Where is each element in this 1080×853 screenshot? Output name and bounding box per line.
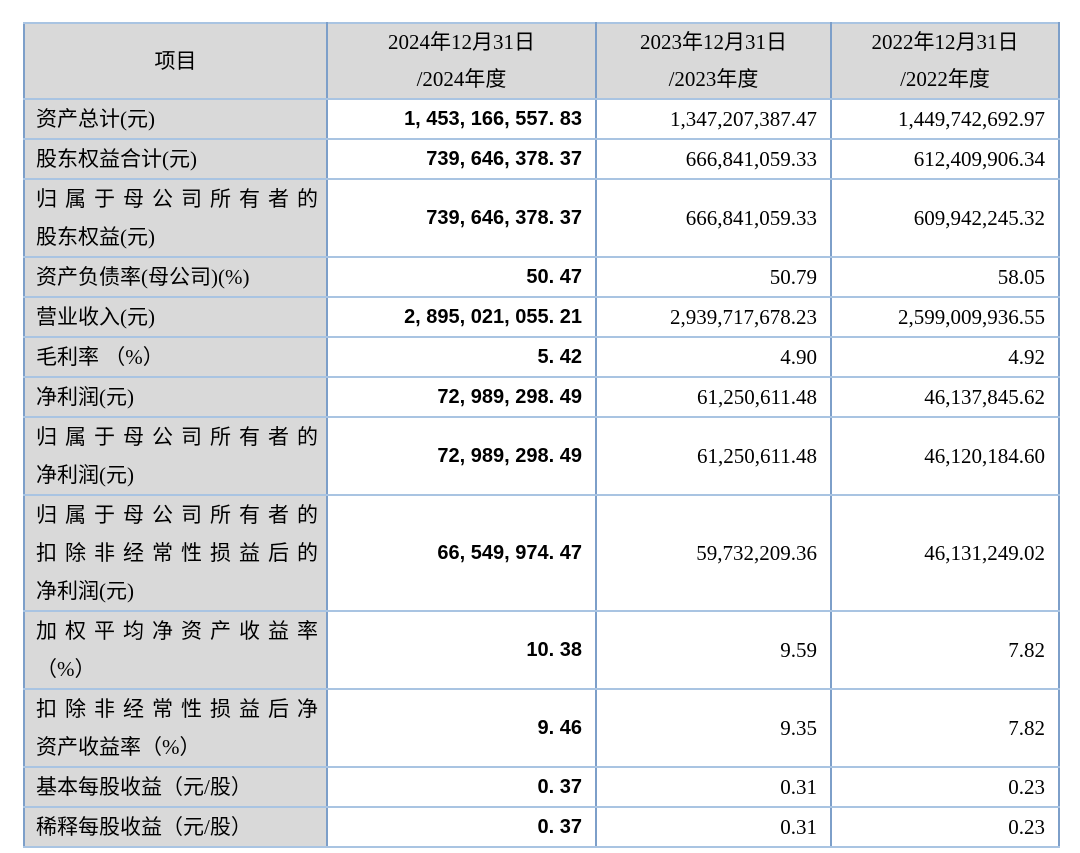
value-2024-cell: 739, 646, 378. 37	[326, 178, 597, 258]
row-label-cell: 基本每股收益（元/股）	[23, 766, 328, 808]
row-label-line: 营业收入(元)	[36, 305, 155, 329]
table-row: 营业收入(元) 2, 895, 021, 055. 21 2,939,717,678…	[23, 296, 1060, 338]
value-2022-cell: 0.23	[830, 806, 1060, 848]
row-label-line: 净利润(元)	[36, 385, 134, 409]
table-row: 归属于母公司所有者的 净利润(元) 72, 989, 298. 49 61,250,6…	[23, 416, 1060, 496]
column-header-item-label: 项目	[154, 48, 197, 73]
table-row: 加权平均净资产收益率 （%） 10. 38 9.59 7.82	[23, 610, 1060, 690]
table-row: 资产负债率(母公司)(%) 50. 47 50.79 58.05	[23, 256, 1060, 298]
row-label-cell: 稀释每股收益（元/股）	[23, 806, 328, 848]
row-label-line: 资产收益率（%）	[36, 735, 201, 759]
column-header-line: /2023年度	[668, 67, 759, 91]
value-2022-cell: 0.23	[830, 766, 1060, 808]
value-2023-cell: 50.79	[595, 256, 832, 298]
table-row: 扣除非经常性损益后净 资产收益率（%） 9. 46 9.35 7.82	[23, 688, 1060, 768]
row-label-cell: 股东权益合计(元)	[23, 138, 328, 180]
value-2022-cell: 4.92	[830, 336, 1060, 378]
row-label-cell: 归属于母公司所有者的 净利润(元)	[23, 416, 328, 496]
column-header-2024: 2024年12月31日/2024年度	[326, 22, 597, 100]
value-2022-cell: 58.05	[830, 256, 1060, 298]
value-2024-cell: 2, 895, 021, 055. 21	[326, 296, 597, 338]
table-row: 稀释每股收益（元/股） 0. 37 0.31 0.23	[23, 806, 1060, 848]
row-label-line: 归属于母公司所有者的	[36, 503, 318, 527]
value-2023-cell: 4.90	[595, 336, 832, 378]
row-label-cell: 毛利率 （%）	[23, 336, 328, 378]
row-label-line: 股东权益(元)	[36, 225, 155, 249]
value-2022-cell: 612,409,906.34	[830, 138, 1060, 180]
value-2023-cell: 0.31	[595, 766, 832, 808]
row-label-cell: 扣除非经常性损益后净 资产收益率（%）	[23, 688, 328, 768]
value-2024-cell: 66, 549, 974. 47	[326, 494, 597, 612]
value-2024-cell: 72, 989, 298. 49	[326, 416, 597, 496]
row-label-line: 归属于母公司所有者的	[36, 425, 318, 449]
value-2022-cell: 609,942,245.32	[830, 178, 1060, 258]
value-2023-cell: 9.59	[595, 610, 832, 690]
table-row: 净利润(元) 72, 989, 298. 49 61,250,611.48 46,13…	[23, 376, 1060, 418]
column-header-line: /2022年度	[900, 67, 990, 91]
row-label-cell: 归属于母公司所有者的 股东权益(元)	[23, 178, 328, 258]
table-row: 毛利率 （%） 5. 42 4.90 4.92	[23, 336, 1060, 378]
value-2024-cell: 0. 37	[326, 806, 597, 848]
row-label-line: 扣除非经常性损益后净	[36, 697, 318, 721]
value-2024-cell: 9. 46	[326, 688, 597, 768]
row-label-line: 稀释每股收益（元/股）	[36, 815, 252, 839]
column-header-item: 项目	[23, 22, 328, 100]
column-header-line: 2024年12月31日	[388, 30, 535, 54]
column-header-2023: 2023年12月31日/2023年度	[595, 22, 832, 100]
value-2023-cell: 1,347,207,387.47	[595, 98, 832, 140]
value-2022-cell: 46,131,249.02	[830, 494, 1060, 612]
value-2023-cell: 666,841,059.33	[595, 178, 832, 258]
row-label-line: （%）	[36, 657, 96, 681]
row-label-line: 资产负债率(母公司)(%)	[36, 265, 250, 289]
row-label-line: 基本每股收益（元/股）	[36, 775, 252, 799]
row-label-cell: 资产负债率(母公司)(%)	[23, 256, 328, 298]
financial-summary-table: 项目 2024年12月31日/2024年度 2023年12月31日/2023年度…	[23, 22, 1060, 848]
column-header-line: 2023年12月31日	[640, 30, 787, 54]
row-label-cell: 资产总计(元)	[23, 98, 328, 140]
value-2024-cell: 5. 42	[326, 336, 597, 378]
column-header-line: /2024年度	[416, 67, 507, 91]
row-label-cell: 净利润(元)	[23, 376, 328, 418]
row-label-line: 股东权益合计(元)	[36, 147, 197, 171]
value-2024-cell: 72, 989, 298. 49	[326, 376, 597, 418]
value-2023-cell: 2,939,717,678.23	[595, 296, 832, 338]
row-label-line: 净利润(元)	[36, 463, 134, 487]
value-2023-cell: 59,732,209.36	[595, 494, 832, 612]
value-2023-cell: 0.31	[595, 806, 832, 848]
row-label-cell: 加权平均净资产收益率 （%）	[23, 610, 328, 690]
value-2024-cell: 50. 47	[326, 256, 597, 298]
value-2022-cell: 46,120,184.60	[830, 416, 1060, 496]
table-row: 归属于母公司所有者的 股东权益(元) 739, 646, 378. 37 666,84…	[23, 178, 1060, 258]
value-2022-cell: 7.82	[830, 688, 1060, 768]
table-row: 资产总计(元) 1, 453, 166, 557. 83 1,347,207,387…	[23, 98, 1060, 140]
header-row: 项目 2024年12月31日/2024年度 2023年12月31日/2023年度…	[23, 22, 1060, 100]
column-header-2022: 2022年12月31日/2022年度	[830, 22, 1060, 100]
table-row: 股东权益合计(元) 739, 646, 378. 37 666,841,059.33…	[23, 138, 1060, 180]
row-label-line: 扣除非经常性损益后的	[36, 541, 318, 565]
value-2022-cell: 1,449,742,692.97	[830, 98, 1060, 140]
row-label-cell: 营业收入(元)	[23, 296, 328, 338]
value-2024-cell: 10. 38	[326, 610, 597, 690]
value-2023-cell: 61,250,611.48	[595, 416, 832, 496]
value-2022-cell: 7.82	[830, 610, 1060, 690]
value-2024-cell: 739, 646, 378. 37	[326, 138, 597, 180]
value-2023-cell: 666,841,059.33	[595, 138, 832, 180]
row-label-line: 归属于母公司所有者的	[36, 187, 318, 211]
table-row: 基本每股收益（元/股） 0. 37 0.31 0.23	[23, 766, 1060, 808]
value-2024-cell: 1, 453, 166, 557. 83	[326, 98, 597, 140]
row-label-cell: 归属于母公司所有者的 扣除非经常性损益后的 净利润(元)	[23, 494, 328, 612]
row-label-line: 毛利率 （%）	[36, 345, 164, 369]
value-2023-cell: 61,250,611.48	[595, 376, 832, 418]
table-row: 归属于母公司所有者的 扣除非经常性损益后的 净利润(元) 66, 549, 974. …	[23, 494, 1060, 612]
row-label-line: 资产总计(元)	[36, 107, 155, 131]
value-2024-cell: 0. 37	[326, 766, 597, 808]
row-label-line: 净利润(元)	[36, 579, 134, 603]
column-header-line: 2022年12月31日	[871, 30, 1019, 54]
value-2023-cell: 9.35	[595, 688, 832, 768]
row-label-line: 加权平均净资产收益率	[36, 619, 318, 643]
table-body: 资产总计(元) 1, 453, 166, 557. 83 1,347,207,387…	[23, 98, 1060, 848]
value-2022-cell: 46,137,845.62	[830, 376, 1060, 418]
value-2022-cell: 2,599,009,936.55	[830, 296, 1060, 338]
